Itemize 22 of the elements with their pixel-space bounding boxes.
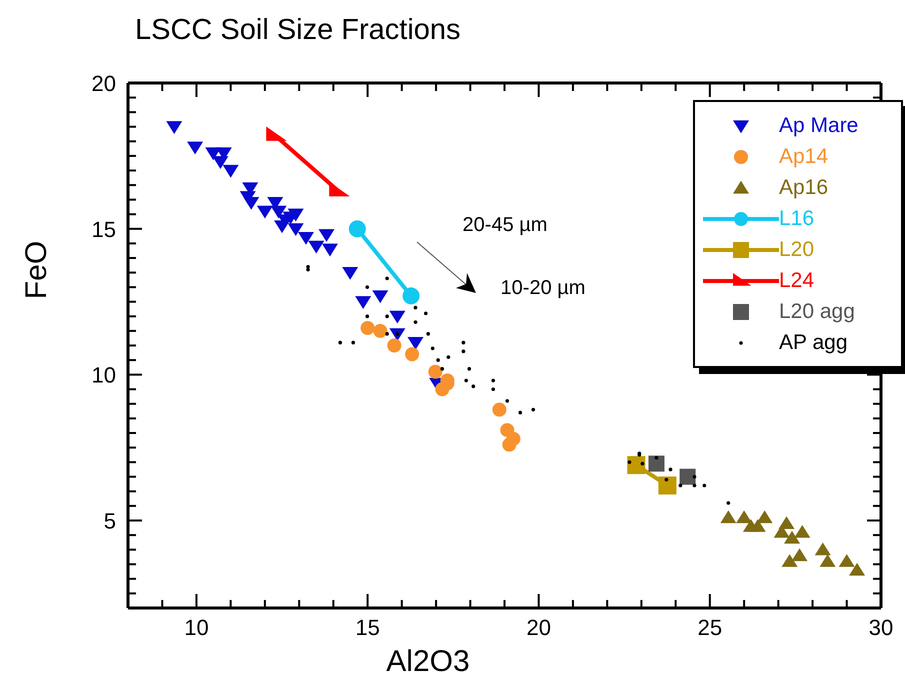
x-tick-label: 10 [184, 615, 209, 640]
y-tick-label: 15 [92, 216, 116, 242]
y-tick-label: 20 [92, 71, 116, 96]
y-tick-label: 10 [92, 362, 116, 388]
legend-label: Ap16 [779, 176, 828, 200]
x-tick-label: 30 [868, 615, 894, 640]
x-axis-title: Al2O3 [386, 645, 470, 678]
x-tick-label: 20 [526, 615, 551, 640]
annotation: 20-45 µm [462, 214, 548, 236]
y-tick-label: 5 [104, 508, 116, 534]
chart-title: LSCC Soil Size Fractions [135, 14, 461, 47]
legend-label: L20 agg [779, 300, 855, 324]
legend-label: Ap Mare [779, 114, 858, 138]
y-axis-title: FeO [20, 240, 53, 300]
legend-label: L20 [779, 238, 814, 262]
legend-label: Ap14 [779, 144, 828, 168]
legend-label: AP agg [779, 330, 848, 354]
x-tick-label: 15 [355, 615, 380, 640]
legend-label: L16 [779, 206, 814, 230]
annotation: 10-20 µm [500, 277, 586, 299]
x-tick-label: 25 [698, 615, 722, 640]
legend-label: L24 [779, 268, 814, 292]
